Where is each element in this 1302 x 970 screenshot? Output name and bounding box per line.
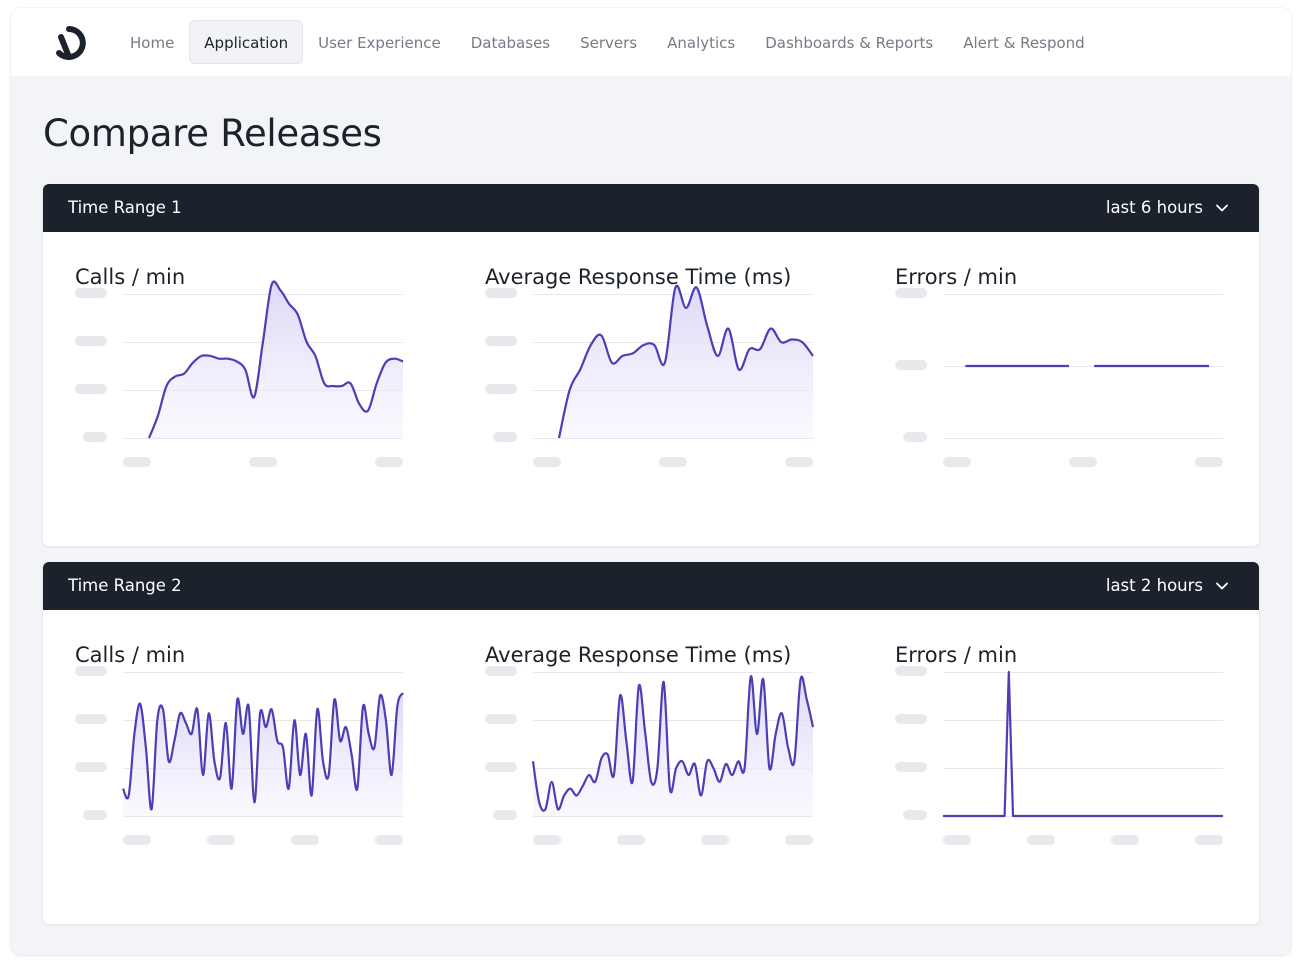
y-tick-label-placeholder <box>903 432 927 442</box>
metric-avg-response-time: Average Response Time (ms) <box>453 610 833 924</box>
series-area <box>533 676 813 816</box>
x-tick-label-placeholder <box>533 835 561 845</box>
top-navbar: Home Application User Experience Databas… <box>11 8 1291 76</box>
y-tick-label-placeholder <box>75 762 107 772</box>
panel-header: Time Range 1 last 6 hours <box>43 184 1259 232</box>
metric-title: Average Response Time (ms) <box>485 265 792 289</box>
response-time-chart <box>485 666 815 845</box>
y-tick-label-placeholder <box>75 384 107 394</box>
series-line <box>943 670 1223 818</box>
app-window: Home Application User Experience Databas… <box>11 8 1291 955</box>
y-tick-label-placeholder <box>895 288 927 298</box>
x-tick-label-placeholder <box>533 457 561 467</box>
y-tick-label-placeholder <box>493 810 517 820</box>
time-range-panel-1: Time Range 1 last 6 hours Calls / min Av… <box>43 184 1259 546</box>
metric-errors-per-min: Errors / min <box>863 232 1243 546</box>
x-tick-label-placeholder <box>1195 835 1223 845</box>
panel-title: Time Range 2 <box>68 576 182 595</box>
errors-chart <box>895 288 1223 467</box>
y-tick-label-placeholder <box>903 810 927 820</box>
nav-item-dashboards-reports[interactable]: Dashboards & Reports <box>765 34 934 52</box>
time-range-value: last 2 hours <box>1105 576 1203 595</box>
series-area <box>149 281 403 438</box>
y-tick-label-placeholder <box>75 714 107 724</box>
nav-item-analytics[interactable]: Analytics <box>667 34 736 52</box>
y-tick-label-placeholder <box>485 384 517 394</box>
y-tick-label-placeholder <box>83 432 107 442</box>
time-range-panel-2: Time Range 2 last 2 hours Calls / min Av… <box>43 562 1259 924</box>
x-tick-label-placeholder <box>1027 835 1055 845</box>
time-range-value: last 6 hours <box>1105 198 1203 217</box>
x-tick-label-placeholder <box>785 835 813 845</box>
x-tick-label-placeholder <box>1069 457 1097 467</box>
y-tick-label-placeholder <box>485 336 517 346</box>
panel-title: Time Range 1 <box>68 198 182 217</box>
x-tick-label-placeholder <box>207 835 235 845</box>
y-tick-label-placeholder <box>75 288 107 298</box>
series-line <box>531 675 815 812</box>
series-line <box>147 280 404 439</box>
errors-chart <box>895 666 1223 845</box>
y-tick-label-placeholder <box>895 762 927 772</box>
y-tick-label-placeholder <box>493 432 517 442</box>
chevron-down-icon <box>1216 582 1228 590</box>
metric-calls-per-min: Calls / min <box>43 610 423 924</box>
x-tick-label-placeholder <box>1111 835 1139 845</box>
y-tick-label-placeholder <box>895 360 927 370</box>
nav-item-alert-respond[interactable]: Alert & Respond <box>963 34 1085 52</box>
x-tick-label-placeholder <box>943 835 971 845</box>
chevron-down-icon <box>1216 204 1228 212</box>
y-tick-label-placeholder <box>485 288 517 298</box>
y-tick-label-placeholder <box>75 336 107 346</box>
x-tick-label-placeholder <box>249 457 277 467</box>
x-tick-label-placeholder <box>123 835 151 845</box>
x-tick-label-placeholder <box>943 457 971 467</box>
metric-title: Errors / min <box>895 643 1018 667</box>
panel-header: Time Range 2 last 2 hours <box>43 562 1259 610</box>
logo-icon[interactable] <box>51 25 87 61</box>
x-tick-label-placeholder <box>1195 457 1223 467</box>
y-tick-label-placeholder <box>83 810 107 820</box>
y-tick-label-placeholder <box>895 666 927 676</box>
metric-title: Average Response Time (ms) <box>485 643 792 667</box>
series-line <box>121 692 405 811</box>
x-tick-label-placeholder <box>291 835 319 845</box>
y-tick-label-placeholder <box>485 714 517 724</box>
x-tick-label-placeholder <box>375 457 403 467</box>
y-tick-label-placeholder <box>895 714 927 724</box>
calls-chart <box>75 666 405 845</box>
metric-calls-per-min: Calls / min <box>43 232 423 546</box>
nav-item-databases[interactable]: Databases <box>470 34 551 52</box>
x-tick-label-placeholder <box>617 835 645 845</box>
series-area <box>559 285 813 438</box>
response-time-chart <box>485 284 814 467</box>
calls-chart <box>75 280 404 467</box>
x-tick-label-placeholder <box>785 457 813 467</box>
x-tick-label-placeholder <box>375 835 403 845</box>
metric-title: Errors / min <box>895 265 1018 289</box>
metric-title: Calls / min <box>75 643 186 667</box>
time-range-dropdown[interactable]: last 6 hours <box>1106 184 1229 232</box>
nav-item-home[interactable]: Home <box>130 34 175 52</box>
x-tick-label-placeholder <box>701 835 729 845</box>
nav-item-application[interactable]: Application <box>189 20 304 64</box>
page-title: Compare Releases <box>43 112 382 155</box>
time-range-dropdown[interactable]: last 2 hours <box>1106 562 1229 610</box>
y-tick-label-placeholder <box>485 666 517 676</box>
y-tick-label-placeholder <box>75 666 107 676</box>
metric-avg-response-time: Average Response Time (ms) <box>453 232 833 546</box>
series-line <box>557 284 814 439</box>
nav-item-servers[interactable]: Servers <box>580 34 638 52</box>
nav-item-user-experience[interactable]: User Experience <box>318 34 441 52</box>
metric-errors-per-min: Errors / min <box>863 610 1243 924</box>
metric-title: Calls / min <box>75 265 186 289</box>
main-nav: Home Application User Experience Databas… <box>115 20 1100 64</box>
y-tick-label-placeholder <box>485 762 517 772</box>
x-tick-label-placeholder <box>123 457 151 467</box>
x-tick-label-placeholder <box>659 457 687 467</box>
